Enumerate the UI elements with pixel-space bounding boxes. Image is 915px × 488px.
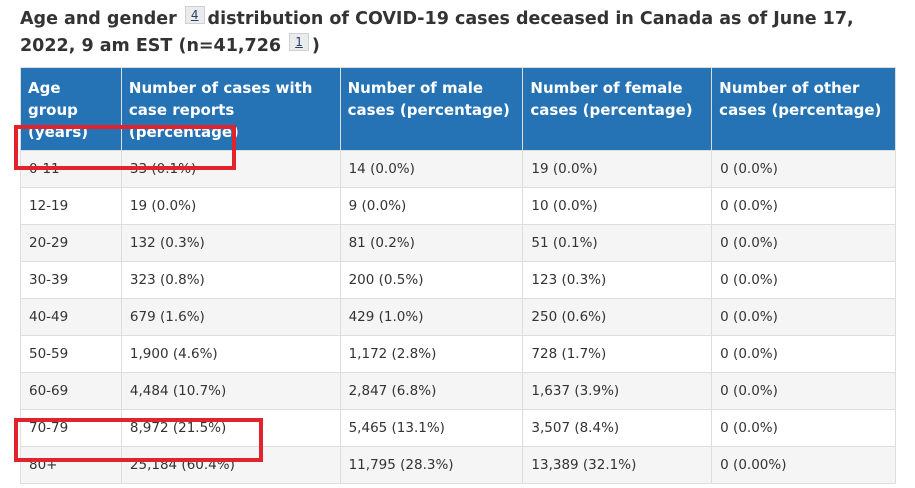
cell-total-cases: 679 (1.6%) bbox=[120, 298, 341, 336]
table-row: 40-49 679 (1.6%) 429 (1.0%) 250 (0.6%) 0… bbox=[20, 298, 896, 336]
cell-female-cases: 728 (1.7%) bbox=[522, 335, 713, 373]
cell-female-cases: 19 (0.0%) bbox=[522, 150, 713, 188]
cell-other-cases: 0 (0.0%) bbox=[711, 298, 896, 336]
cell-age-group: 40-49 bbox=[20, 298, 122, 336]
cell-other-cases: 0 (0.0%) bbox=[711, 150, 896, 188]
cell-male-cases: 200 (0.5%) bbox=[339, 261, 524, 299]
cell-age-group: 70-79 bbox=[20, 409, 122, 447]
cell-total-cases: 1,900 (4.6%) bbox=[120, 335, 341, 373]
cell-male-cases: 14 (0.0%) bbox=[339, 150, 524, 188]
table-row: 30-39 323 (0.8%) 200 (0.5%) 123 (0.3%) 0… bbox=[20, 261, 896, 299]
cell-other-cases: 0 (0.0%) bbox=[711, 224, 896, 262]
cell-male-cases: 1,172 (2.8%) bbox=[339, 335, 524, 373]
cell-female-cases: 250 (0.6%) bbox=[522, 298, 713, 336]
cell-age-group: 80+ bbox=[20, 446, 122, 484]
cell-male-cases: 81 (0.2%) bbox=[339, 224, 524, 262]
cell-female-cases: 13,389 (32.1%) bbox=[522, 446, 713, 484]
cell-age-group: 12-19 bbox=[20, 187, 122, 225]
cell-female-cases: 123 (0.3%) bbox=[522, 261, 713, 299]
cell-female-cases: 51 (0.1%) bbox=[522, 224, 713, 262]
table-row: 70-79 8,972 (21.5%) 5,465 (13.1%) 3,507 … bbox=[20, 409, 896, 447]
cell-other-cases: 0 (0.0%) bbox=[711, 409, 896, 447]
cell-female-cases: 3,507 (8.4%) bbox=[522, 409, 713, 447]
cell-female-cases: 10 (0.0%) bbox=[522, 187, 713, 225]
column-header-male-cases: Number of male cases (percentage) bbox=[339, 67, 524, 151]
cell-other-cases: 0 (0.0%) bbox=[711, 372, 896, 410]
column-header-female-cases: Number of female cases (percentage) bbox=[522, 67, 713, 151]
footnote-link[interactable]: 4 bbox=[184, 6, 205, 24]
cell-male-cases: 5,465 (13.1%) bbox=[339, 409, 524, 447]
cell-age-group: 60-69 bbox=[20, 372, 122, 410]
table-row: 12-19 19 (0.0%) 9 (0.0%) 10 (0.0%) 0 (0.… bbox=[20, 187, 896, 225]
cell-total-cases: 19 (0.0%) bbox=[120, 187, 341, 225]
cell-age-group: 50-59 bbox=[20, 335, 122, 373]
cell-total-cases: 323 (0.8%) bbox=[120, 261, 341, 299]
cell-age-group: 30-39 bbox=[20, 261, 122, 299]
cell-total-cases: 33 (0.1%) bbox=[120, 150, 341, 188]
cell-male-cases: 429 (1.0%) bbox=[339, 298, 524, 336]
cell-total-cases: 132 (0.3%) bbox=[120, 224, 341, 262]
caption-text-main: distribution of COVID-19 cases deceased … bbox=[20, 9, 854, 56]
cell-female-cases: 1,637 (3.9%) bbox=[522, 372, 713, 410]
cell-total-cases: 4,484 (10.7%) bbox=[120, 372, 341, 410]
cell-male-cases: 2,847 (6.8%) bbox=[339, 372, 524, 410]
cell-male-cases: 11,795 (28.3%) bbox=[339, 446, 524, 484]
table-row: 50-59 1,900 (4.6%) 1,172 (2.8%) 728 (1.7… bbox=[20, 335, 896, 373]
caption-text-end: ) bbox=[311, 36, 320, 56]
table-row: 0-11 33 (0.1%) 14 (0.0%) 19 (0.0%) 0 (0.… bbox=[20, 150, 896, 188]
footnote-link[interactable]: 1 bbox=[289, 33, 309, 51]
header-row: Age group (years) Number of cases with c… bbox=[20, 67, 896, 151]
table-row: 80+ 25,184 (60.4%) 11,795 (28.3%) 13,389… bbox=[20, 446, 896, 484]
cell-total-cases: 8,972 (21.5%) bbox=[120, 409, 341, 447]
caption-text-start: Age and gender bbox=[20, 9, 177, 29]
cell-male-cases: 9 (0.0%) bbox=[339, 187, 524, 225]
table-caption: Age and gender 4 distribution of COVID-19… bbox=[20, 6, 900, 60]
column-header-age-group: Age group (years) bbox=[20, 67, 122, 151]
cell-total-cases: 25,184 (60.4%) bbox=[120, 446, 341, 484]
cell-other-cases: 0 (0.0%) bbox=[711, 187, 896, 225]
covid-deaths-table: Age group (years) Number of cases with c… bbox=[20, 67, 896, 484]
table-row: 20-29 132 (0.3%) 81 (0.2%) 51 (0.1%) 0 (… bbox=[20, 224, 896, 262]
table-row: 60-69 4,484 (10.7%) 2,847 (6.8%) 1,637 (… bbox=[20, 372, 896, 410]
cell-age-group: 20-29 bbox=[20, 224, 122, 262]
column-header-total-cases: Number of cases with case reports (perce… bbox=[120, 67, 341, 151]
column-header-other-cases: Number of other cases (percentage) bbox=[711, 67, 896, 151]
cell-other-cases: 0 (0.00%) bbox=[711, 446, 896, 484]
cell-other-cases: 0 (0.0%) bbox=[711, 335, 896, 373]
cell-age-group: 0-11 bbox=[20, 150, 122, 188]
cell-other-cases: 0 (0.0%) bbox=[711, 261, 896, 299]
